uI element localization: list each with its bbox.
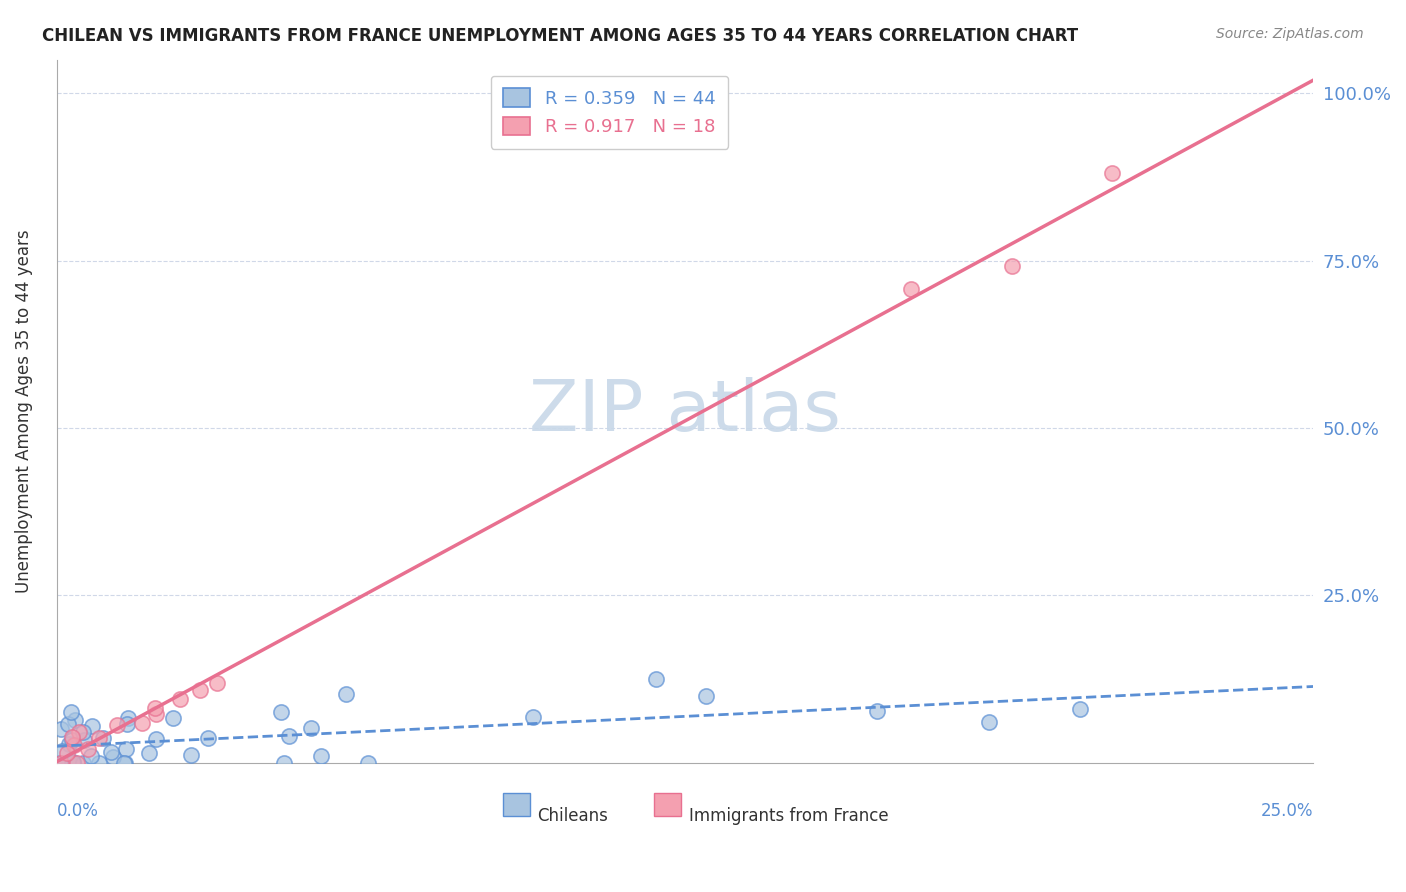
Point [299,721,322,735]
Point [138,746,160,760]
Point [188,683,211,698]
Point [49,723,72,737]
Point [270,705,292,719]
Point [117,711,139,725]
Point [60,756,83,770]
Point [197,731,219,745]
Text: Immigrants from France: Immigrants from France [689,806,889,824]
Point [105,717,128,731]
Text: 25.0%: 25.0% [1261,802,1313,820]
Point [56,717,79,731]
Point [73,732,96,747]
Point [51,744,73,758]
Text: CHILEAN VS IMMIGRANTS FROM FRANCE UNEMPLOYMENT AMONG AGES 35 TO 44 YEARS CORRELA: CHILEAN VS IMMIGRANTS FROM FRANCE UNEMPL… [42,27,1078,45]
Point [1101,166,1123,180]
Point [695,690,717,704]
Point [900,282,922,296]
Point [60,731,83,745]
Text: Source: ZipAtlas.com: Source: ZipAtlas.com [1216,27,1364,41]
Point [62,755,84,769]
Point [63,738,86,752]
Point [49,756,72,770]
Point [56,746,79,760]
Point [866,704,889,718]
Y-axis label: Unemployment Among Ages 35 to 44 years: Unemployment Among Ages 35 to 44 years [15,229,32,593]
Point [72,756,94,770]
Point [77,742,100,756]
Point [205,676,228,690]
Text: ZIP atlas: ZIP atlas [529,376,841,446]
Point [63,714,86,728]
Point [46,756,69,770]
Point [89,731,111,745]
Point [977,715,1000,730]
Point [112,756,135,770]
Text: 0.0%: 0.0% [56,802,98,820]
Point [67,725,90,739]
FancyBboxPatch shape [503,793,530,815]
Point [145,706,167,721]
Point [59,706,82,720]
Point [357,756,380,770]
Point [143,700,166,714]
Point [89,756,111,770]
Legend: R = 0.359   N = 44, R = 0.917   N = 18: R = 0.359 N = 44, R = 0.917 N = 18 [491,76,728,149]
Point [58,756,80,770]
Point [145,732,167,747]
Point [645,672,668,686]
Point [115,742,138,756]
Point [80,719,103,733]
Point [169,692,191,706]
Point [522,710,544,724]
Point [273,756,295,770]
Point [180,748,202,763]
Point [60,732,83,747]
Point [114,756,136,770]
Point [100,745,122,759]
Point [91,731,114,746]
Point [51,756,73,770]
Text: Chileans: Chileans [537,806,607,824]
Point [1069,701,1091,715]
Point [162,711,184,725]
Point [72,724,94,739]
Point [66,756,89,770]
FancyBboxPatch shape [654,793,681,815]
Point [277,729,299,743]
Point [101,750,124,764]
Point [309,749,332,764]
Point [335,688,357,702]
Point [1001,260,1024,274]
Point [58,737,80,751]
Point [131,715,153,730]
Point [115,717,138,731]
Point [80,749,103,764]
